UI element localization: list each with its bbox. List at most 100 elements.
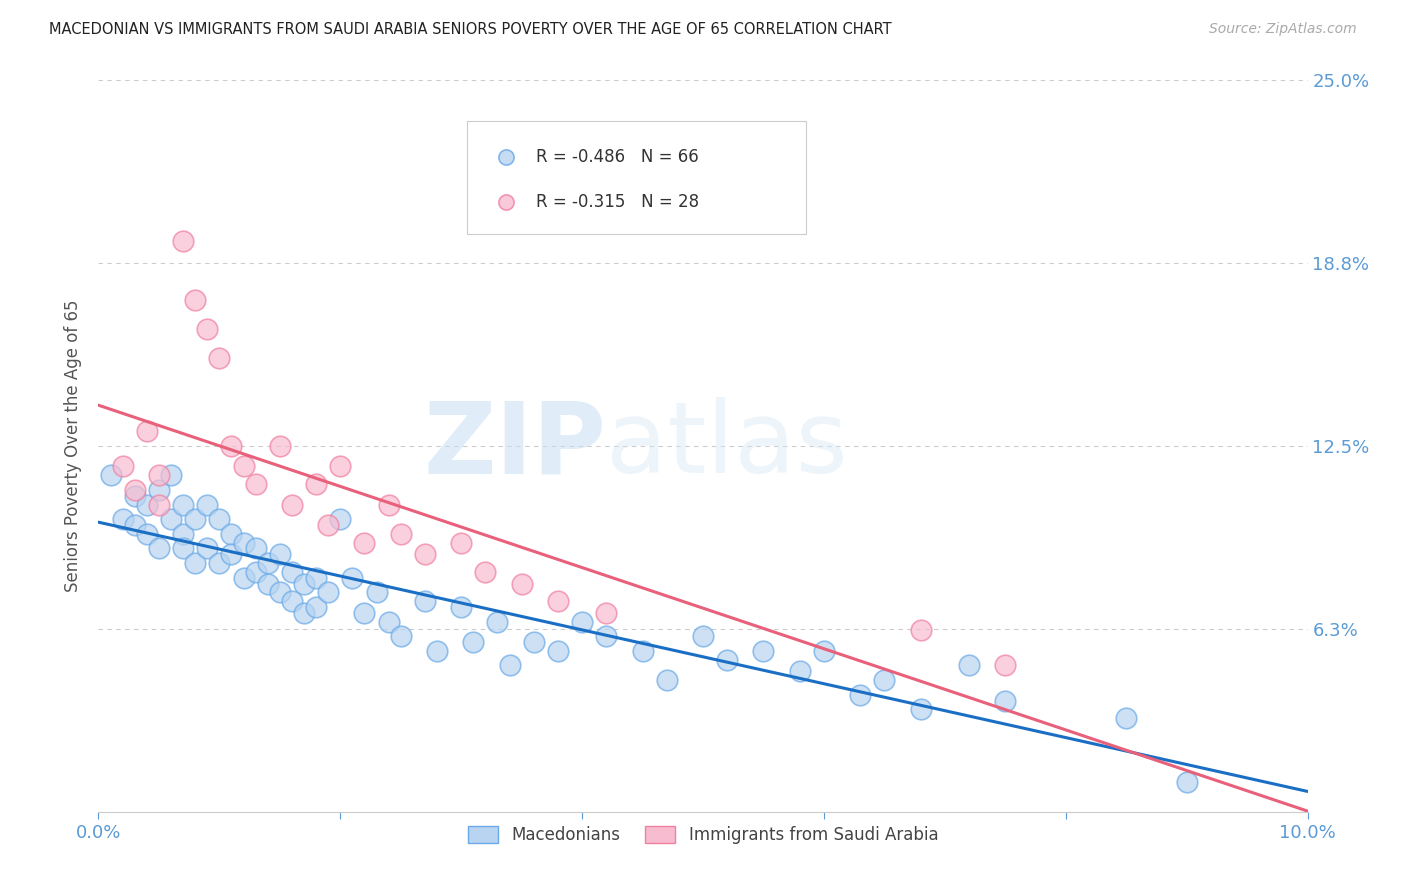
Point xyxy=(873,673,896,687)
Point xyxy=(232,571,254,585)
Point xyxy=(353,535,375,549)
Point xyxy=(463,635,485,649)
Point xyxy=(329,459,352,474)
Point xyxy=(148,541,170,556)
Y-axis label: Seniors Poverty Over the Age of 65: Seniors Poverty Over the Age of 65 xyxy=(65,300,83,592)
Point xyxy=(124,483,146,497)
Point xyxy=(245,477,267,491)
Point xyxy=(135,526,157,541)
Point xyxy=(450,599,472,614)
Point xyxy=(994,658,1017,673)
Legend: Macedonians, Immigrants from Saudi Arabia: Macedonians, Immigrants from Saudi Arabi… xyxy=(461,820,945,851)
Point xyxy=(195,322,218,336)
Point xyxy=(413,547,436,561)
Point xyxy=(692,629,714,643)
Point xyxy=(245,541,267,556)
Point xyxy=(316,518,339,533)
Point xyxy=(329,512,352,526)
Point xyxy=(305,571,328,585)
Point xyxy=(281,565,304,579)
Point xyxy=(389,629,412,643)
Point xyxy=(148,498,170,512)
Point xyxy=(148,483,170,497)
Point xyxy=(124,489,146,503)
Point xyxy=(195,498,218,512)
Point xyxy=(849,688,872,702)
Point xyxy=(377,615,399,629)
Point xyxy=(994,693,1017,707)
Text: atlas: atlas xyxy=(606,398,848,494)
Point xyxy=(184,556,207,570)
Point xyxy=(353,606,375,620)
Point xyxy=(1175,775,1198,789)
Point xyxy=(281,498,304,512)
Point xyxy=(292,576,315,591)
Point xyxy=(547,594,569,608)
Point xyxy=(111,459,134,474)
Point xyxy=(957,658,980,673)
Point xyxy=(305,477,328,491)
Point xyxy=(342,571,364,585)
Point xyxy=(716,652,738,666)
Point xyxy=(232,535,254,549)
Point xyxy=(510,576,533,591)
Point xyxy=(111,512,134,526)
Point xyxy=(305,599,328,614)
Point xyxy=(135,498,157,512)
Point xyxy=(208,512,231,526)
Point xyxy=(486,615,509,629)
Point xyxy=(377,498,399,512)
Point xyxy=(571,615,593,629)
Point xyxy=(208,556,231,570)
Point xyxy=(232,459,254,474)
Text: Source: ZipAtlas.com: Source: ZipAtlas.com xyxy=(1209,22,1357,37)
Point xyxy=(413,594,436,608)
Point xyxy=(1115,711,1137,725)
Point xyxy=(498,658,520,673)
Point xyxy=(172,498,194,512)
Point xyxy=(195,541,218,556)
Point xyxy=(221,439,243,453)
Point xyxy=(184,293,207,307)
Point xyxy=(172,541,194,556)
Point xyxy=(366,585,388,599)
Point xyxy=(124,518,146,533)
Point xyxy=(245,565,267,579)
Point xyxy=(256,576,278,591)
Point xyxy=(631,644,654,658)
Point xyxy=(450,535,472,549)
Point xyxy=(752,644,775,658)
Point xyxy=(256,556,278,570)
Point xyxy=(523,635,546,649)
Text: MACEDONIAN VS IMMIGRANTS FROM SAUDI ARABIA SENIORS POVERTY OVER THE AGE OF 65 CO: MACEDONIAN VS IMMIGRANTS FROM SAUDI ARAB… xyxy=(49,22,891,37)
Point xyxy=(910,702,932,716)
Point xyxy=(172,234,194,248)
Point xyxy=(789,665,811,679)
Point xyxy=(316,585,339,599)
Point xyxy=(269,547,291,561)
Point xyxy=(221,547,243,561)
Point xyxy=(135,425,157,439)
Point xyxy=(595,606,617,620)
Point xyxy=(184,512,207,526)
Point xyxy=(148,468,170,483)
Point xyxy=(208,351,231,366)
Point xyxy=(160,468,183,483)
Point xyxy=(813,644,835,658)
Point xyxy=(595,629,617,643)
Point xyxy=(160,512,183,526)
Point xyxy=(474,565,496,579)
Point xyxy=(269,439,291,453)
Point xyxy=(910,624,932,638)
Point xyxy=(547,644,569,658)
Point xyxy=(281,594,304,608)
Point xyxy=(100,468,122,483)
Point xyxy=(655,673,678,687)
Text: R = -0.315   N = 28: R = -0.315 N = 28 xyxy=(536,193,699,211)
FancyBboxPatch shape xyxy=(467,120,806,234)
Text: ZIP: ZIP xyxy=(423,398,606,494)
Point xyxy=(292,606,315,620)
Point xyxy=(172,526,194,541)
Point xyxy=(269,585,291,599)
Point xyxy=(426,644,449,658)
